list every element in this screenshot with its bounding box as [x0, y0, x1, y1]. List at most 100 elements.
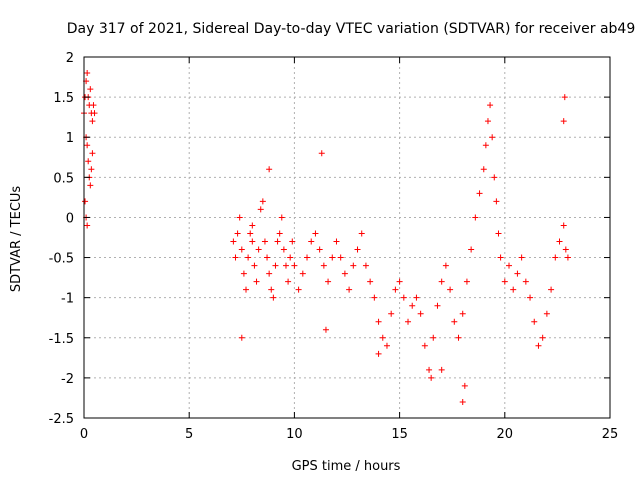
data-point	[91, 110, 98, 117]
data-point	[522, 278, 529, 285]
data-point	[556, 238, 563, 245]
y-tick-label: 1.5	[53, 91, 74, 106]
data-point	[400, 294, 407, 301]
data-point	[461, 382, 468, 389]
data-point	[82, 198, 89, 205]
data-point	[85, 158, 92, 165]
data-point	[417, 310, 424, 317]
y-tick-label: 0.5	[53, 171, 74, 186]
data-point	[299, 270, 306, 277]
data-point	[249, 222, 256, 229]
data-point	[251, 262, 258, 269]
data-point	[497, 254, 504, 261]
data-point	[383, 342, 390, 349]
data-point	[484, 118, 491, 125]
data-point	[430, 334, 437, 341]
data-point	[468, 246, 475, 253]
data-point	[371, 294, 378, 301]
data-point	[322, 326, 329, 333]
data-point	[501, 278, 508, 285]
data-point	[88, 166, 95, 173]
data-point	[482, 142, 489, 149]
x-tick-label: 5	[185, 427, 193, 442]
data-point	[350, 262, 357, 269]
data-point	[280, 246, 287, 253]
data-points	[81, 70, 571, 405]
data-point	[388, 310, 395, 317]
data-point	[451, 318, 458, 325]
data-point	[341, 270, 348, 277]
x-axis-label: GPS time / hours	[292, 459, 401, 474]
data-point	[438, 278, 445, 285]
data-point	[264, 254, 271, 261]
data-point	[405, 318, 412, 325]
x-tick-label: 15	[391, 427, 408, 442]
data-point	[304, 254, 311, 261]
data-point	[539, 334, 546, 341]
data-point	[278, 214, 285, 221]
data-point	[266, 166, 273, 173]
data-point	[87, 182, 94, 189]
data-point	[354, 246, 361, 253]
chart-title: Day 317 of 2021, Sidereal Day-to-day VTE…	[67, 21, 636, 37]
data-point	[552, 254, 559, 261]
data-point	[285, 278, 292, 285]
data-point	[261, 238, 268, 245]
data-point	[413, 294, 420, 301]
data-point	[325, 278, 332, 285]
data-point	[333, 238, 340, 245]
data-point	[295, 286, 302, 293]
data-point	[548, 286, 555, 293]
y-tick-label: -2.5	[49, 412, 74, 427]
data-point	[266, 270, 273, 277]
data-point	[438, 366, 445, 373]
data-point	[527, 294, 534, 301]
plot-frame	[83, 56, 611, 419]
x-tick-label: 0	[80, 427, 88, 442]
data-point	[476, 190, 483, 197]
data-point	[396, 278, 403, 285]
data-point	[230, 238, 237, 245]
data-point	[463, 278, 470, 285]
data-point	[561, 94, 568, 101]
data-point	[514, 270, 521, 277]
data-point	[270, 294, 277, 301]
y-tick-label: -1	[61, 292, 74, 307]
y-tick-label: -1.5	[49, 332, 74, 347]
data-point	[87, 86, 94, 93]
data-point	[272, 262, 279, 269]
data-point	[506, 262, 513, 269]
data-point	[560, 222, 567, 229]
data-point	[312, 230, 319, 237]
data-point	[268, 286, 275, 293]
data-point	[320, 262, 327, 269]
data-point	[409, 302, 416, 309]
data-point	[238, 246, 245, 253]
data-point	[89, 118, 96, 125]
data-point	[358, 230, 365, 237]
data-point	[291, 262, 298, 269]
data-point	[472, 214, 479, 221]
data-point	[289, 238, 296, 245]
data-point	[257, 206, 264, 213]
data-point	[362, 262, 369, 269]
data-point	[89, 150, 96, 157]
data-point	[421, 342, 428, 349]
data-point	[236, 214, 243, 221]
data-point	[274, 238, 281, 245]
data-point	[84, 222, 91, 229]
data-point	[238, 334, 245, 341]
data-point	[287, 254, 294, 261]
grid-lines	[84, 57, 610, 418]
data-point	[428, 374, 435, 381]
data-point	[510, 286, 517, 293]
data-point	[491, 174, 498, 181]
data-point	[375, 350, 382, 357]
y-tick-label: 1	[66, 131, 74, 146]
data-point	[249, 238, 256, 245]
data-point	[346, 286, 353, 293]
data-point	[531, 318, 538, 325]
data-point	[535, 342, 542, 349]
data-point	[259, 198, 266, 205]
